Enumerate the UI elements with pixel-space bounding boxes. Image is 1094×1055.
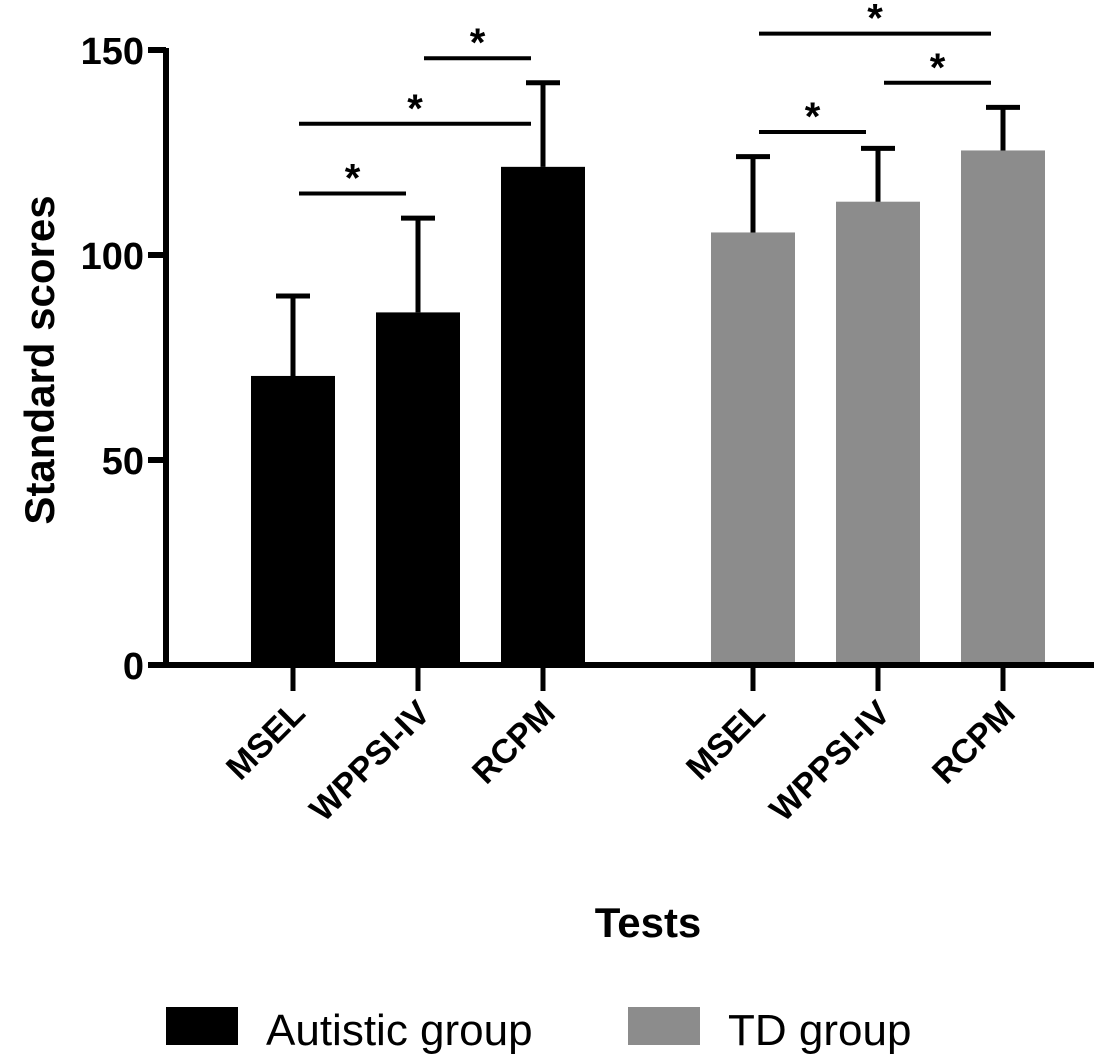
x-tick-label: RCPM <box>465 694 563 792</box>
y-axis: 0 50 100 150 <box>81 31 169 688</box>
bar <box>836 201 920 665</box>
bar <box>251 375 335 665</box>
error-bars <box>276 80 1020 376</box>
y-tick-label: 150 <box>81 31 144 73</box>
significance-brackets: * * * * * * <box>299 0 991 201</box>
y-axis-title: Standard scores <box>16 195 63 524</box>
legend-swatch <box>166 1007 238 1045</box>
x-tick-label: RCPM <box>925 694 1023 792</box>
bar <box>711 232 795 665</box>
bars <box>251 150 1045 665</box>
significance-star: * <box>345 157 361 201</box>
bar <box>961 150 1045 665</box>
x-tick-label: MSEL <box>219 694 313 788</box>
significance-star: * <box>805 95 821 139</box>
bar <box>501 166 585 665</box>
y-tick-label: 100 <box>81 236 144 278</box>
x-tick-label: WPPSI-IV <box>763 694 898 829</box>
y-tick-label: 0 <box>123 646 144 688</box>
x-tick-label: WPPSI-IV <box>303 694 438 829</box>
y-tick-label: 50 <box>102 441 144 483</box>
significance-star: * <box>867 0 883 41</box>
x-tick-label: MSEL <box>679 694 773 788</box>
legend-swatch <box>628 1007 700 1045</box>
x-axis-title: Tests <box>595 899 702 946</box>
legend: Autistic group TD group <box>166 1006 911 1055</box>
significance-star: * <box>470 21 486 65</box>
bar <box>376 312 460 665</box>
significance-star: * <box>407 87 423 131</box>
significance-star: * <box>930 46 946 90</box>
legend-label: Autistic group <box>266 1006 533 1055</box>
legend-label: TD group <box>728 1006 911 1055</box>
